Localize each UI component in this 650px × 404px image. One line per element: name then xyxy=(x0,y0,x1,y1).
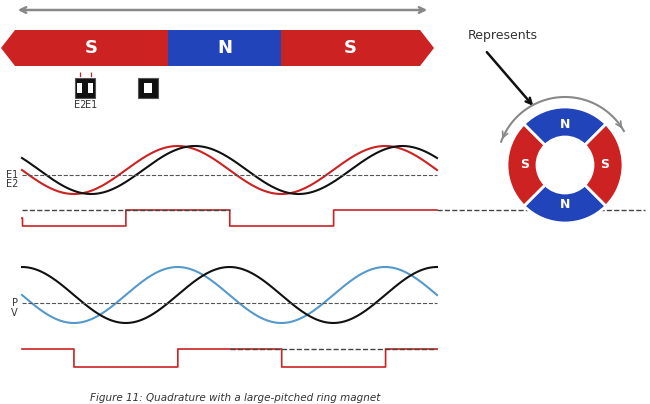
Text: S: S xyxy=(344,39,357,57)
Text: E1: E1 xyxy=(85,100,97,110)
Polygon shape xyxy=(281,30,434,66)
Polygon shape xyxy=(168,30,281,66)
Wedge shape xyxy=(585,124,623,206)
Text: E2: E2 xyxy=(6,179,18,189)
Text: N: N xyxy=(560,198,570,212)
Text: S: S xyxy=(601,158,610,172)
Wedge shape xyxy=(524,185,606,223)
Text: S: S xyxy=(521,158,530,172)
Bar xyxy=(77,83,82,93)
Bar xyxy=(75,78,95,98)
Wedge shape xyxy=(507,124,545,206)
Text: P: P xyxy=(12,298,18,308)
Polygon shape xyxy=(1,30,168,66)
Text: V: V xyxy=(12,308,18,318)
Text: N: N xyxy=(560,118,570,131)
Text: E2: E2 xyxy=(74,100,86,110)
Bar xyxy=(138,78,158,98)
Text: Figure 11: Quadrature with a large-pitched ring magnet: Figure 11: Quadrature with a large-pitch… xyxy=(90,393,380,403)
Text: N: N xyxy=(217,39,232,57)
Bar xyxy=(88,83,93,93)
Text: Represents: Represents xyxy=(468,29,538,42)
Text: S: S xyxy=(85,39,98,57)
Bar xyxy=(144,83,152,93)
Text: E1: E1 xyxy=(6,170,18,180)
Wedge shape xyxy=(524,107,606,145)
